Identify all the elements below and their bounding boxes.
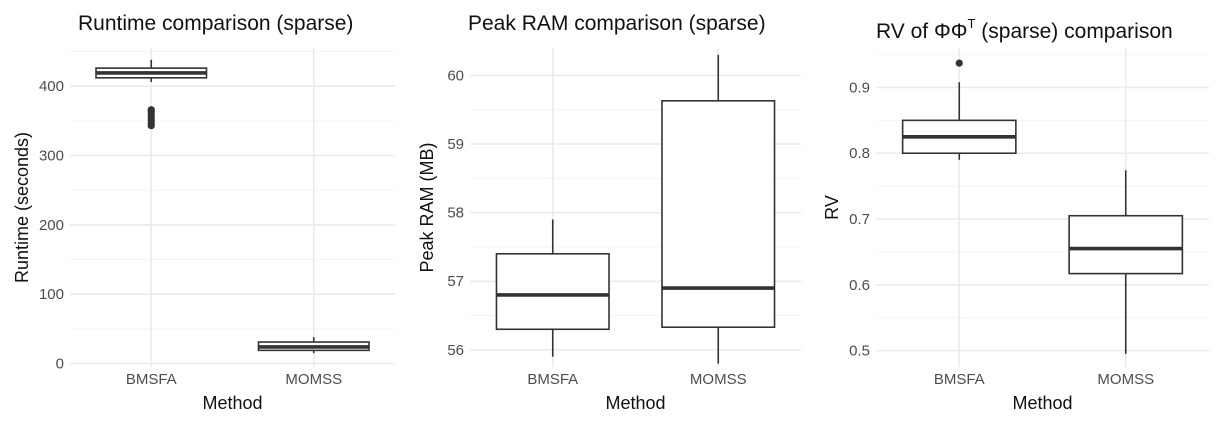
y-tick-label: 300 [39,147,64,164]
x-axis-title: Method [202,393,262,413]
chart-title: Peak RAM comparison (sparse) [468,12,766,35]
y-tick-label: 0.9 [849,79,870,96]
chart-title-superscript: T [968,16,976,31]
box-bmsfa [901,59,1017,160]
chart-panel-1: 0 100 200 300 400 BMSFA MOMSS Method Runtime (se… [12,12,395,413]
box-iqr [661,100,776,329]
y-tick-label: 100 [39,286,64,303]
y-tick-label: 400 [39,78,64,95]
box-momss [661,54,776,364]
outlier-point [147,106,155,114]
x-tick-label: MOMSS [285,371,342,388]
x-tick-label: MOMSS [690,371,747,388]
y-tick-label: 56 [447,342,464,359]
chart-panel-3: 0.5 0.6 0.7 0.8 0.9 BMSFA MOMSS Method RV RV of Φ… [822,16,1209,413]
y-axis-title: Runtime (seconds) [12,132,32,283]
chart-title-main: RV of ΦΦ [876,20,968,43]
y-tick-label: 60 [447,67,464,84]
box-iqr [1068,214,1184,275]
x-tick-label: BMSFA [527,371,578,388]
x-axis-title: Method [605,393,665,413]
box-momss [257,337,370,354]
chart-title: Runtime comparison (sparse) [78,12,353,35]
x-tick-label: BMSFA [934,371,985,388]
chart-title-rest: (sparse) comparison [975,20,1172,43]
y-axis-title: Peak RAM (MB) [417,142,437,272]
chart-panel-2: 56 57 58 59 60 BMSFA MOMSS Method Peak RAM (MB) P… [417,12,801,413]
box-iqr [495,253,610,331]
y-tick-label: 0.5 [849,343,870,360]
y-axis-title: RV [822,195,842,220]
y-tick-label: 59 [447,136,464,153]
outlier-point [955,59,963,67]
y-tick-label: 0.6 [849,277,870,294]
x-tick-label: BMSFA [126,371,177,388]
x-axis-title: Method [1012,393,1072,413]
x-tick-label: MOMSS [1097,371,1154,388]
box-momss [1068,170,1184,354]
box-bmsfa [495,219,610,357]
y-tick-label: 57 [447,273,464,290]
chart-title: RV of ΦΦT (sparse) comparison [876,16,1173,43]
y-tick-label: 0.8 [849,145,870,162]
box-bmsfa [95,59,208,130]
y-tick-label: 0.7 [849,211,870,228]
y-tick-label: 58 [447,205,464,222]
y-tick-label: 0 [56,356,64,373]
y-tick-label: 200 [39,217,64,234]
